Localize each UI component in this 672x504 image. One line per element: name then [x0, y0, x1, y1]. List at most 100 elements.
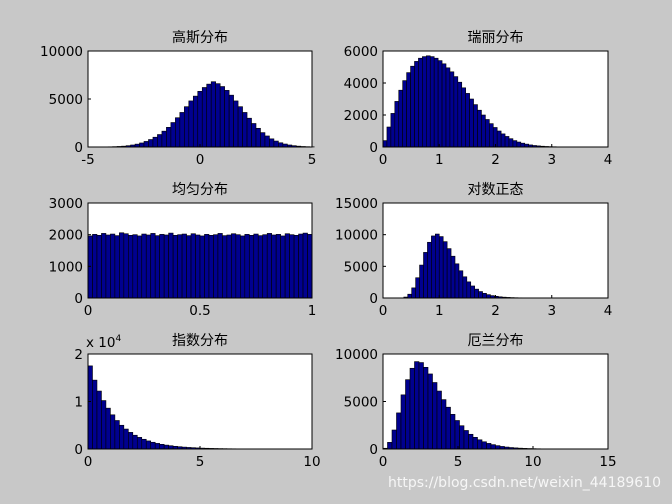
- histogram-bar: [132, 234, 138, 299]
- histogram-bar: [423, 252, 428, 299]
- histogram-bar: [400, 394, 406, 450]
- histogram-bar: [415, 277, 420, 299]
- histogram-bar: [490, 444, 496, 450]
- histogram-bar: [244, 234, 250, 299]
- y-tick-label: 5000: [344, 259, 378, 275]
- histogram-bar: [152, 136, 158, 148]
- x-tick-label: 3: [547, 303, 556, 319]
- histogram-bar: [414, 361, 420, 450]
- histogram-bar: [422, 56, 427, 148]
- histogram-bar: [141, 233, 147, 299]
- y-tick-label: 4000: [344, 76, 378, 92]
- histogram-bar: [251, 123, 257, 148]
- histogram-bar: [123, 428, 129, 450]
- histogram-bar: [435, 233, 440, 299]
- histogram-bar: [423, 366, 429, 450]
- y-tick-label: 15000: [335, 196, 378, 212]
- y-tick-label: 10000: [40, 44, 83, 60]
- histogram-bar: [237, 106, 243, 148]
- histogram-bar: [302, 232, 308, 299]
- histogram-bar: [87, 235, 93, 299]
- histogram-bar: [457, 81, 463, 148]
- histogram-bar: [105, 407, 111, 450]
- histogram-bar: [175, 117, 181, 148]
- histogram-bar: [271, 234, 277, 299]
- histogram-bar: [441, 399, 447, 450]
- x-tick-label: 2: [491, 152, 500, 168]
- histogram-bar: [92, 379, 98, 450]
- histogram-bar: [260, 132, 266, 148]
- y-tick-label: 6000: [344, 44, 378, 60]
- histogram-bar: [201, 87, 208, 148]
- histogram-bar: [197, 91, 203, 148]
- histogram-bar: [161, 130, 167, 148]
- y-tick-label: 10000: [335, 228, 378, 244]
- histogram-bar: [159, 234, 165, 299]
- y-tick-label: 3000: [49, 196, 83, 212]
- histogram-bar: [414, 61, 419, 148]
- histogram-bar: [114, 420, 120, 450]
- histogram-bar: [284, 233, 290, 299]
- histogram-bar: [101, 400, 107, 450]
- histogram-bar: [242, 112, 248, 148]
- histogram-bar: [402, 80, 407, 148]
- histogram-bar: [248, 235, 255, 299]
- histogram-bar: [217, 233, 223, 299]
- histogram-bar: [163, 234, 169, 299]
- histogram-bar: [132, 434, 138, 450]
- histogram-bar: [427, 241, 432, 299]
- histogram-bar: [128, 235, 134, 299]
- x-tick-label: 5: [454, 454, 463, 470]
- histogram-bar: [96, 390, 102, 450]
- histogram-bar: [188, 100, 194, 148]
- y-tick-label: 10000: [335, 347, 378, 363]
- histogram-bar: [192, 95, 199, 148]
- histogram-bar: [405, 379, 411, 450]
- histogram-bar: [87, 365, 93, 450]
- histogram-bar: [445, 67, 451, 148]
- histogram-bar: [246, 117, 252, 148]
- histogram-bar: [398, 89, 403, 148]
- histogram-bar: [481, 441, 487, 450]
- histogram-bar: [269, 138, 275, 148]
- histogram-bar: [427, 373, 433, 450]
- x-tick-label: -5: [81, 152, 94, 168]
- chart-title: 指数分布: [172, 333, 228, 349]
- subplot-2: 瑞丽分布 0 1 2 3 4 0 2000 4000 6000: [344, 30, 613, 168]
- histogram-bars: [87, 365, 313, 450]
- x-tick-label: 15: [599, 454, 616, 470]
- histogram-bar: [136, 437, 143, 450]
- histogram-bar: [92, 234, 98, 299]
- histogram-bar: [394, 101, 400, 148]
- x-tick-label: 4: [604, 152, 613, 168]
- y-tick-label: 1000: [49, 259, 83, 275]
- histogram-bar: [462, 276, 468, 299]
- histogram-bar: [477, 439, 483, 450]
- x-tick-label: 10: [524, 454, 541, 470]
- x-tick-label: 0: [84, 303, 93, 319]
- chart-title: 厄兰分布: [468, 333, 524, 349]
- histogram-bar: [442, 241, 448, 299]
- histogram-bar: [461, 87, 466, 148]
- histogram-bar: [386, 126, 392, 148]
- histogram-bar: [429, 56, 435, 148]
- histogram-bar: [307, 234, 313, 299]
- y-tick-label: 5000: [49, 92, 83, 108]
- histogram-bar: [459, 425, 465, 450]
- histogram-bar: [431, 235, 436, 299]
- histogram-bar: [163, 444, 169, 450]
- histogram-bar: [226, 234, 232, 299]
- histogram-bar: [468, 433, 474, 450]
- y-tick-label: 1: [74, 395, 83, 411]
- histogram-bar: [458, 270, 464, 299]
- subplot-5: 指数分布 0 5 10 0 1 2x 104: [74, 333, 320, 470]
- histogram-bar: [170, 122, 176, 148]
- histogram-bar: [215, 83, 221, 148]
- histogram-bar: [289, 234, 295, 299]
- histogram-bars: [87, 232, 313, 299]
- histogram-bar: [210, 81, 216, 148]
- y-tick-label: 0: [74, 140, 83, 156]
- histogram-bar: [520, 142, 526, 148]
- histogram-bar: [470, 285, 475, 299]
